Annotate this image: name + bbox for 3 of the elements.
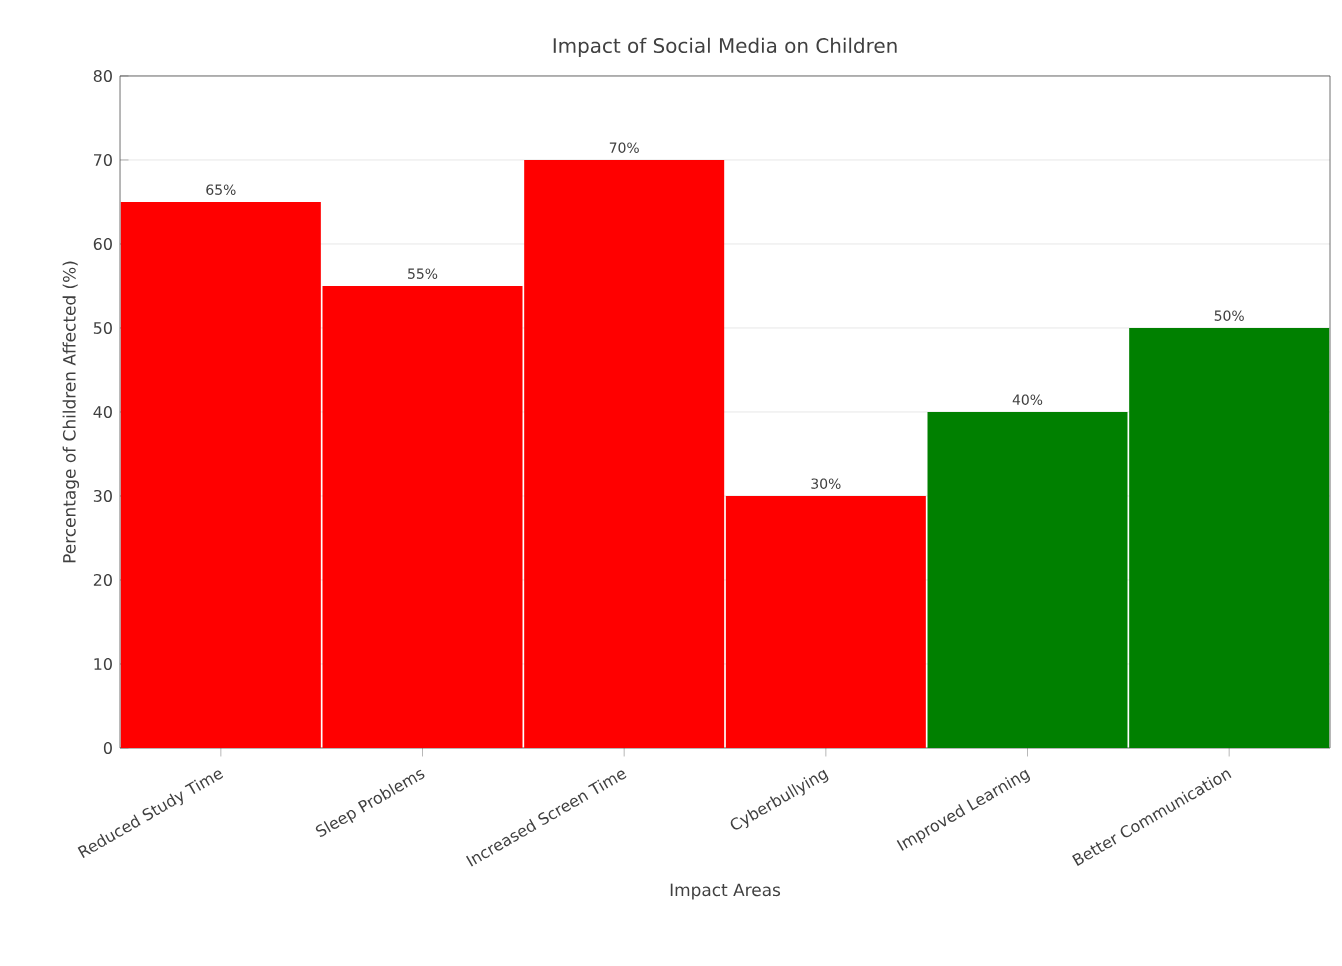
chart-title: Impact of Social Media on Children xyxy=(553,37,897,57)
y-axis-title: Percentage of Children Affected (%) xyxy=(62,261,80,563)
x-axis-title: Impact Areas xyxy=(670,883,781,900)
